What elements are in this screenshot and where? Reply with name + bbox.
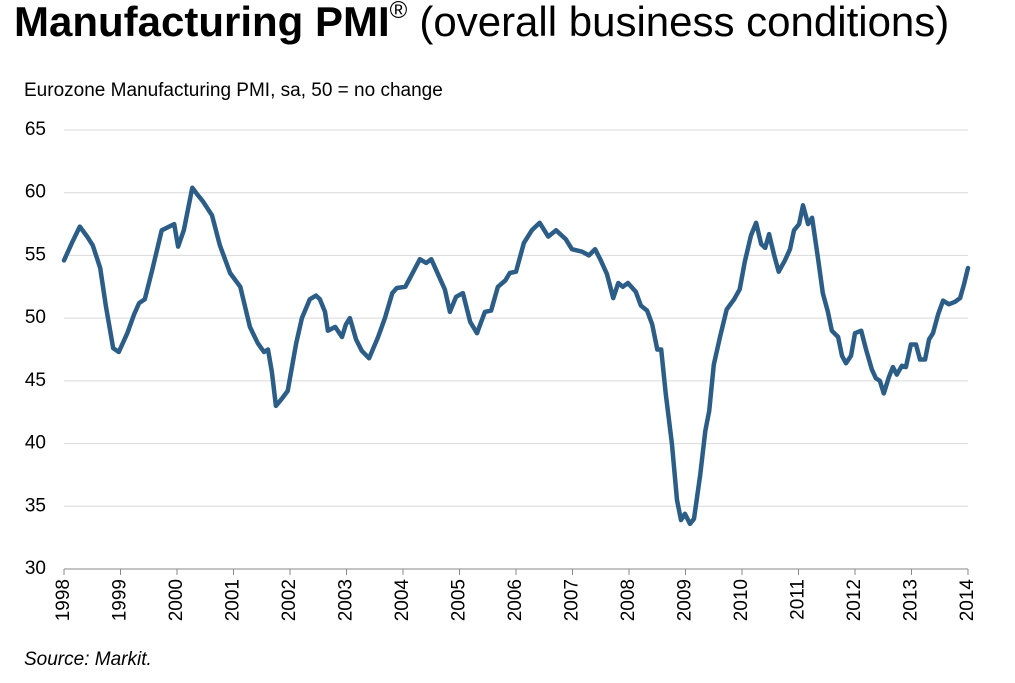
line — [61, 185, 971, 527]
y-tick-label: 65 — [25, 119, 46, 140]
subtitle: Eurozone Manufacturing PMI, sa, 50 = no … — [24, 80, 443, 101]
y-tick-label: 45 — [25, 370, 46, 391]
x-tick-label: 2005 — [449, 579, 470, 621]
chart-title: Manufacturing PMI — [14, 0, 390, 45]
x-tick-label: 2013 — [901, 579, 922, 621]
y-tick-label: 40 — [25, 433, 46, 454]
x-tick-label: 2000 — [166, 579, 187, 621]
x-tick-label: 2007 — [562, 579, 583, 621]
title-suffix: (overall business conditions) — [419, 0, 949, 45]
x-tick-label: 2004 — [392, 579, 413, 622]
title-mark: ® — [390, 0, 408, 24]
x-tick-label: 1998 — [53, 579, 74, 621]
x-tick-label: 2001 — [223, 579, 244, 621]
source: Source: Markit. — [24, 649, 152, 670]
x-tick-label: 2002 — [279, 579, 300, 621]
y-tick-label: 35 — [25, 495, 46, 516]
x-tick-label: 2008 — [618, 579, 639, 621]
y-tick-label: 60 — [25, 182, 46, 203]
x-tick-label: 1999 — [110, 579, 131, 621]
x-tick-label: 2009 — [675, 579, 696, 621]
chart-title-line: Manufacturing PMI® (overall business cond… — [14, 0, 949, 45]
x-tick-label: 2010 — [731, 579, 752, 621]
y-tick-label: 30 — [25, 558, 46, 579]
y-tick-label: 50 — [25, 307, 46, 328]
x-tick-label: 2012 — [844, 579, 865, 621]
y-tick-label: 55 — [25, 244, 46, 265]
x-tick-label: 2006 — [505, 579, 526, 621]
x-tick-label: 2003 — [336, 579, 357, 621]
x-tick-label: 2011 — [788, 579, 809, 620]
x-tick-label: 2014 — [957, 579, 978, 622]
